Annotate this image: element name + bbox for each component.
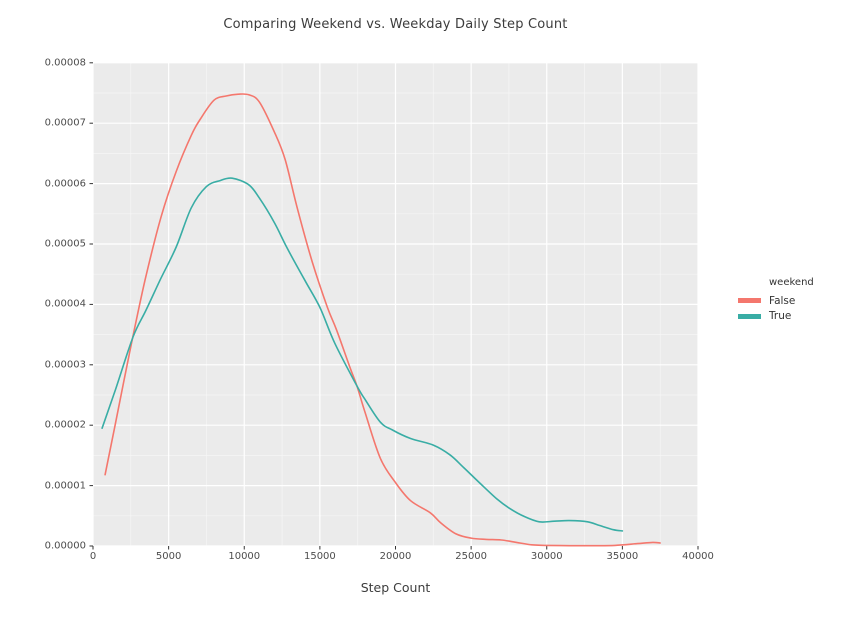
- y-tick-label: 0.00003: [44, 359, 86, 371]
- y-tick-label: 0.00006: [44, 178, 86, 190]
- x-tick-label: 30000: [530, 551, 563, 562]
- x-tick-label: 0: [89, 551, 97, 562]
- legend-entry-false: False: [737, 293, 814, 309]
- x-tick-label: 5000: [155, 551, 182, 562]
- y-tick-label: 0.00007: [44, 117, 86, 129]
- legend-swatch-false-icon: [738, 298, 761, 304]
- kde-curve-false: [104, 93, 661, 547]
- legend-label-false: False: [769, 294, 796, 307]
- x-tick-label: 35000: [606, 551, 639, 562]
- kde-curve-true: [101, 177, 624, 532]
- x-tick-label: 15000: [303, 551, 336, 562]
- y-tick-label: 0.00000: [44, 540, 86, 552]
- chart-title: Comparing Weekend vs. Weekday Daily Step…: [223, 17, 568, 32]
- tick-marks: [89, 62, 699, 550]
- y-tick-label: 0.00001: [44, 480, 86, 492]
- x-tick-label: 10000: [228, 551, 261, 562]
- legend-swatch-true-icon: [738, 313, 761, 319]
- x-tick-label: 40000: [682, 551, 714, 562]
- y-tick-label: 0.00005: [44, 238, 86, 250]
- y-tick-label: 0.00002: [44, 419, 86, 431]
- y-tick-label: 0.00008: [44, 57, 86, 69]
- y-tick-label: 0.00004: [44, 298, 86, 310]
- legend-label-true: True: [769, 310, 792, 323]
- x-axis-title: Step Count: [360, 580, 431, 595]
- legend-entry-true: True: [737, 309, 814, 325]
- x-tick-label: 25000: [455, 551, 488, 562]
- legend: weekend False True: [737, 277, 814, 324]
- x-tick-label: 20000: [379, 551, 412, 562]
- legend-title: weekend: [769, 277, 814, 288]
